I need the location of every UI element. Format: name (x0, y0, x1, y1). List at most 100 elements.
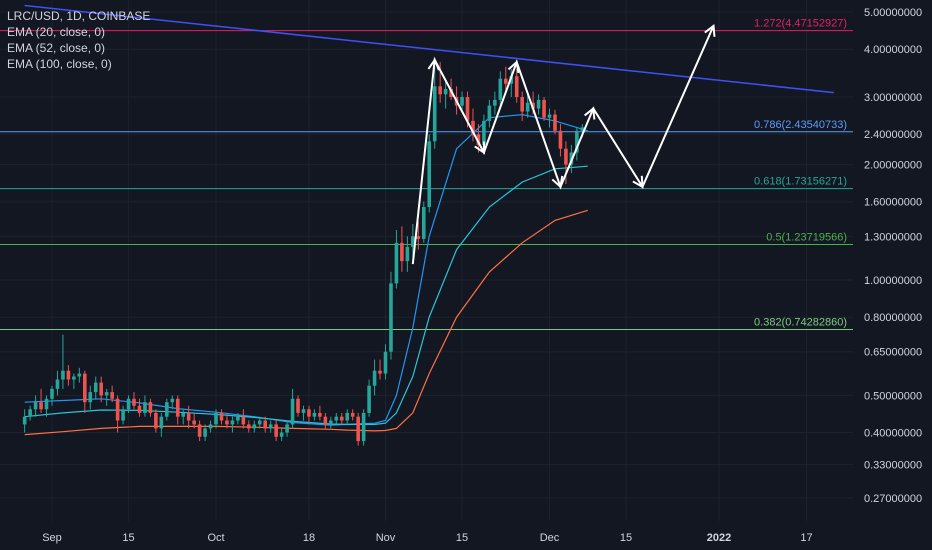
candle-body (50, 388, 54, 399)
candle-body (219, 412, 224, 421)
candle-body (318, 412, 322, 417)
candle-body (93, 382, 98, 393)
candle-body (230, 420, 235, 425)
candle-body (465, 97, 470, 121)
candle-body (449, 88, 453, 98)
candle-body (580, 127, 585, 131)
candle-body (329, 420, 333, 425)
candle-body (564, 148, 568, 165)
candle-body (493, 99, 497, 106)
time-tick-label: 17 (800, 532, 812, 544)
price-tick-label: 2.40000000 (864, 129, 922, 141)
price-tick-label: 0.65000000 (864, 347, 922, 359)
candle-body (214, 412, 218, 425)
grid (0, 0, 853, 521)
fib-level-label: 1.272(4.47152927) (754, 18, 847, 30)
candle-body (165, 402, 169, 417)
time-tick-label: 18 (303, 532, 315, 544)
candle-body (482, 120, 486, 145)
candle-body (547, 114, 552, 118)
candle-body (274, 424, 278, 437)
candle-body (378, 370, 382, 374)
candle-body (503, 78, 508, 84)
projection-arrowhead (427, 57, 440, 71)
time-tick-label: Nov (376, 532, 396, 544)
candle-body (197, 424, 202, 437)
candle-body (394, 242, 399, 284)
candle-body (416, 236, 421, 239)
candle-body (432, 86, 437, 142)
candle-body (383, 351, 388, 374)
legend-ema52[interactable]: EMA (52, close, 0) (7, 41, 106, 55)
projection-arrowhead (551, 175, 564, 189)
candle-body (159, 416, 164, 429)
candle-body (61, 370, 65, 380)
candle-body (44, 398, 49, 410)
candle-body (236, 416, 240, 421)
candle-body (553, 114, 557, 131)
price-tick-label: 0.27000000 (864, 493, 922, 505)
ema-line-20 (24, 113, 588, 426)
candle-body (247, 424, 251, 429)
price-tick-label: 3.00000000 (864, 92, 922, 104)
candle-body (531, 102, 535, 109)
candle-body (575, 130, 579, 153)
ema-line-100 (24, 209, 588, 436)
candle-body (400, 242, 404, 262)
candle-body (132, 398, 136, 406)
candle-body (192, 420, 196, 425)
trendline-layer[interactable] (24, 4, 834, 94)
descending-trendline (24, 4, 834, 94)
price-tick-label: 0.33000000 (864, 460, 922, 472)
candle-body (148, 402, 153, 413)
candle-body (312, 412, 317, 417)
projection-path[interactable] (411, 23, 716, 265)
candle-body (39, 402, 43, 410)
fib-level-label: 0.382(0.74282860) (754, 316, 847, 328)
candle-body (33, 402, 38, 410)
price-tick-label: 5.00000000 (864, 7, 922, 19)
projection-arrowhead (474, 141, 486, 155)
projection-polyline (411, 25, 715, 265)
candle-body (389, 283, 393, 352)
candle-body (520, 97, 524, 112)
candle-body (186, 412, 191, 421)
legend: LRC/USD, 1D, COINBASE EMA (20, close, 0)… (7, 8, 150, 72)
time-axis[interactable]: Sep 15 Oct 18 Nov 15 Dec 15 2022 17 (42, 532, 812, 544)
candle-body (77, 373, 82, 377)
candle-body (126, 398, 131, 410)
fib-level-label: 0.618(1.73156271) (754, 176, 847, 188)
candle-body (558, 130, 563, 149)
candle-body (285, 424, 289, 433)
candle-body (372, 370, 377, 386)
price-tick-label: 0.40000000 (864, 428, 922, 440)
candle-body (268, 424, 273, 429)
candle-body (301, 409, 306, 413)
time-tick-label: 15 (456, 532, 468, 544)
price-tick-label: 1.00000000 (864, 275, 922, 287)
time-tick-label: 15 (620, 532, 632, 544)
time-tick-label: Oct (207, 532, 224, 544)
candle-body (175, 398, 180, 417)
candle-body (181, 412, 186, 417)
price-tick-label: 1.60000000 (864, 197, 922, 209)
candlesticks (22, 62, 585, 446)
candle-body (88, 392, 93, 403)
legend-symbol[interactable]: LRC/USD, 1D, COINBASE (7, 9, 151, 23)
price-axis[interactable]: 5.00000000 4.00000000 3.00000000 2.40000000… (864, 7, 922, 505)
projection-arrowhead (584, 106, 596, 120)
time-tick-label: Sep (42, 532, 62, 544)
legend-ema100[interactable]: EMA (100, close, 0) (7, 57, 112, 71)
candle-body (290, 398, 295, 425)
price-tick-label: 1.30000000 (864, 231, 922, 243)
time-tick-label: 2022 (707, 532, 731, 544)
legend-ema20[interactable]: EMA (20, close, 0) (7, 25, 106, 39)
candle-body (498, 78, 503, 100)
candle-body (137, 405, 142, 413)
projection-arrowhead (507, 60, 520, 74)
candle-body (361, 412, 366, 442)
candle-body (427, 141, 432, 208)
candle-body (339, 416, 344, 421)
price-tick-label: 0.80000000 (864, 312, 922, 324)
